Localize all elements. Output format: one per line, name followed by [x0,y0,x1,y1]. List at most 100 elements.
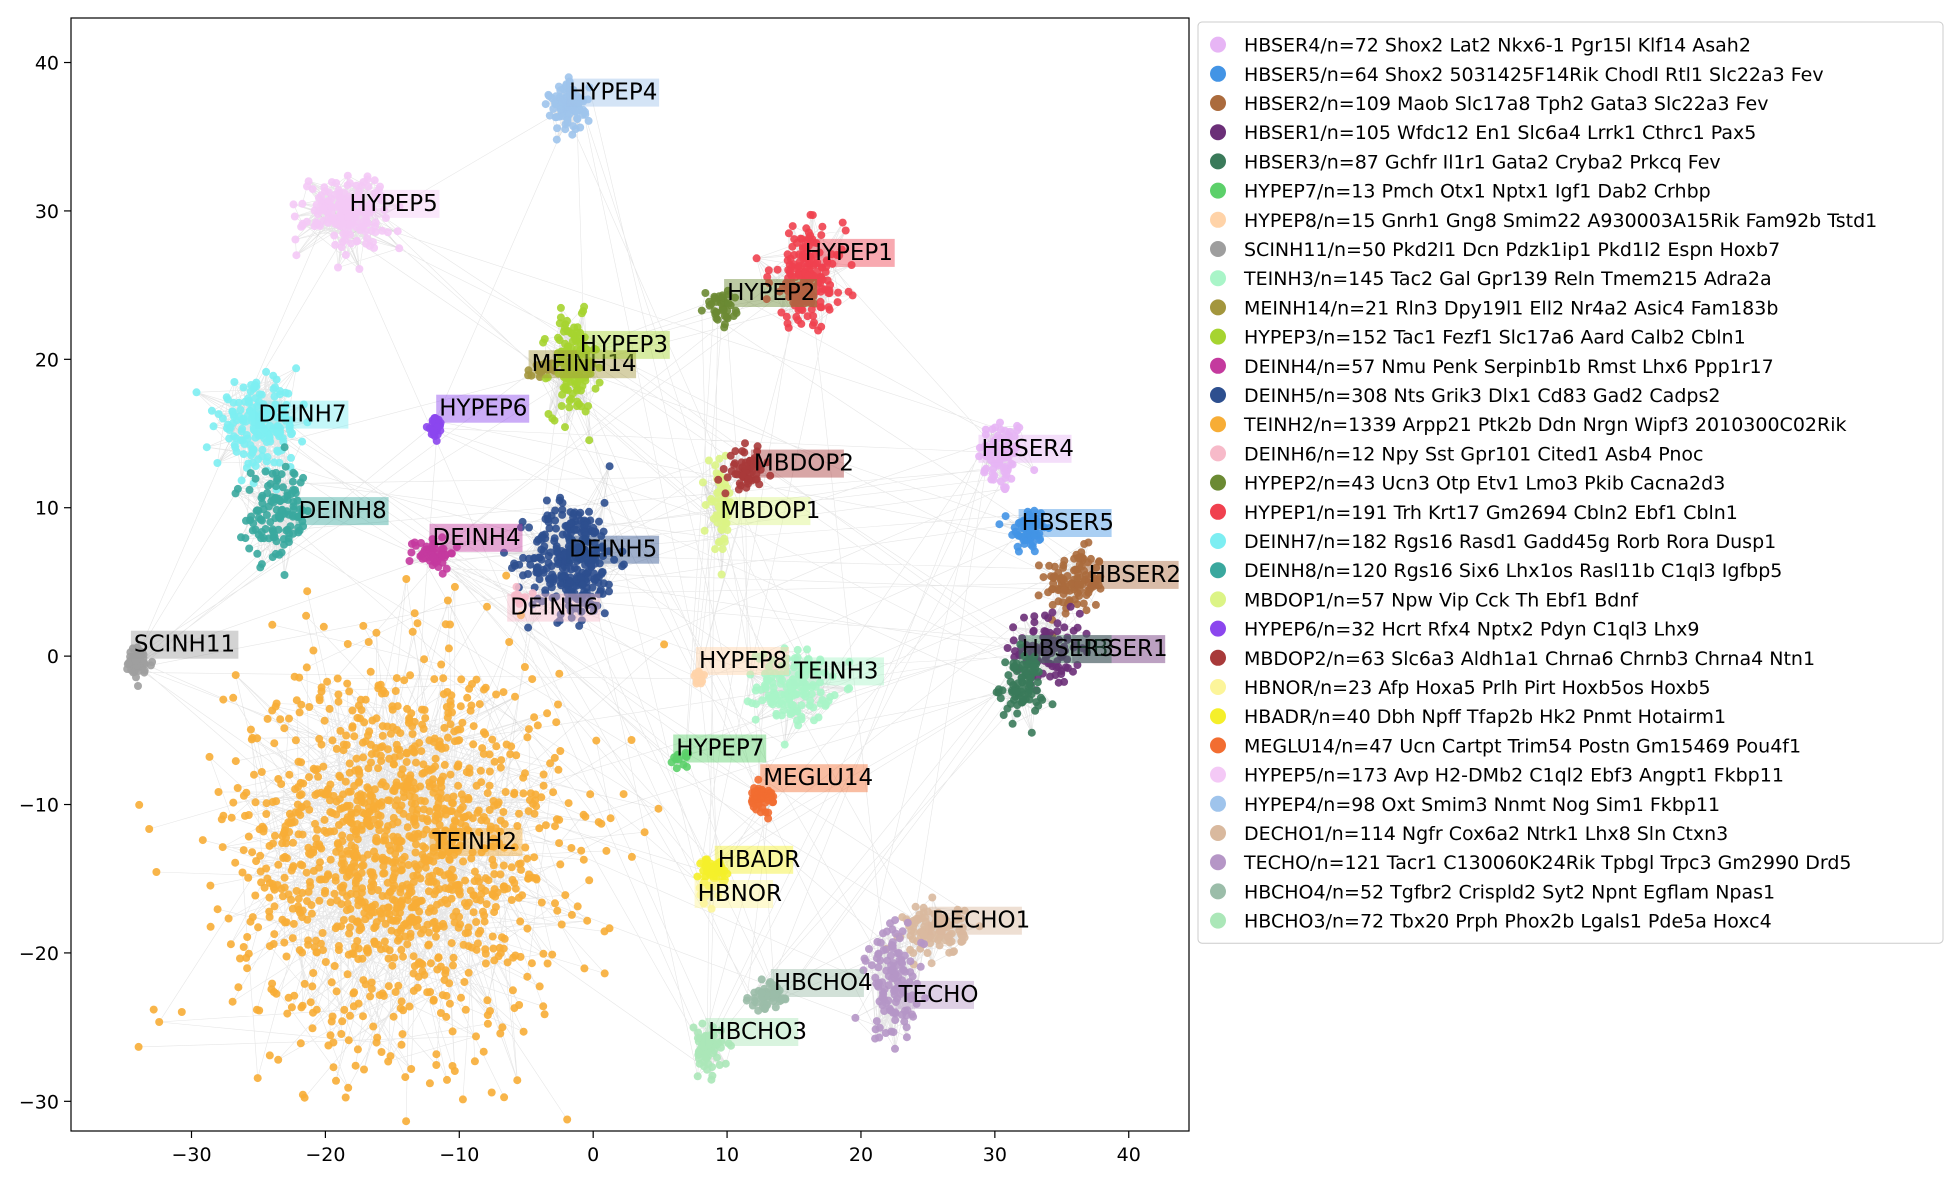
x-tick-label: 0 [587,1144,599,1166]
point-TEINH2 [367,758,375,767]
point-TEINH2 [523,733,532,742]
point-HBSER4 [975,452,984,461]
point-HYPEP3 [557,402,566,410]
point-HYPEP5 [289,200,298,209]
point-DEINH4 [438,533,447,542]
cluster-label-HYPEP2: HYPEP2 [727,280,815,306]
legend-marker [1210,124,1226,141]
point-TEINH2 [513,1076,522,1085]
point-TECHO [888,925,897,934]
point-TEINH2 [302,611,311,620]
point-TEINH2 [481,874,490,883]
series-DEINH5 [500,462,628,632]
point-DEINH8 [247,512,256,521]
point-TEINH2 [535,982,544,991]
point-HYPEP3 [554,369,563,378]
point-TEINH2 [480,917,489,926]
point-HBSER2 [1070,595,1079,604]
point-HBSER1 [1003,644,1012,652]
point-HBSER1 [1010,653,1019,662]
point-HYPEP3 [568,329,577,338]
series-TEINH2 [134,571,669,1126]
point-TEINH2 [499,688,508,697]
legend-label: HBCHO3/n=72 Tbx20 Prph Phox2b Lgals1 Pde… [1244,911,1772,933]
point-TEINH2 [399,952,407,961]
point-HYPEP3 [573,397,582,406]
point-HYPEP5 [332,179,341,187]
point-TEINH2 [496,870,505,879]
point-TEINH2 [352,754,361,763]
point-TEINH2 [490,908,499,917]
legend-marker [1210,241,1226,257]
point-TEINH2 [295,791,304,800]
point-DECHO1 [921,913,930,922]
point-DEINH5 [583,537,592,546]
point-TECHO [861,956,870,965]
point-TEINH2 [405,1002,414,1011]
point-TEINH2 [400,852,409,861]
point-TEINH2 [456,805,465,814]
point-HYPEP5 [312,218,321,227]
point-TEINH2 [291,736,300,745]
point-TEINH2 [481,959,490,968]
point-TEINH2 [403,823,412,832]
point-HBSER4 [999,464,1008,473]
point-TEINH2 [315,896,324,905]
point-DEINH7 [209,422,218,431]
point-TEINH2 [363,904,372,913]
point-MBDOP1 [698,478,707,487]
point-DEINH5 [524,554,533,563]
point-TEINH2 [371,922,380,931]
point-HYPEP1 [804,228,813,237]
point-HBSER2 [1072,550,1081,559]
point-TEINH2 [219,811,228,820]
legend-item: DEINH4/n=57 Nmu Penk Serpinb1b Rmst Lhx6… [1210,356,1774,378]
legend-label: DEINH5/n=308 Nts Grik3 Dlx1 Cd83 Gad2 Ca… [1244,385,1720,407]
point-TEINH2 [627,852,636,861]
point-DEINH5 [574,552,583,561]
point-HYPEP5 [356,226,365,234]
point-TEINH2 [252,857,261,866]
point-TEINH2 [378,778,387,787]
point-TEINH2 [405,884,413,893]
point-HBSER1 [1059,644,1068,653]
point-TEINH2 [431,932,440,941]
point-HYPEP4 [581,110,590,119]
legend-label: SCINH11/n=50 Pkd2l1 Dcn Pdzk1ip1 Pkd1l2 … [1244,239,1780,261]
point-HBSER4 [981,425,990,434]
point-DEINH8 [280,443,289,452]
point-DEINH5 [568,535,576,544]
point-TEINH2 [392,904,401,913]
point-HBSER3 [1006,677,1015,686]
point-TEINH2 [340,1005,349,1014]
x-tick-label: −30 [171,1144,211,1166]
cluster-label-SCINH11: SCINH11 [134,632,235,658]
point-TEINH3 [788,701,797,709]
point-TEINH2 [539,770,548,779]
point-TEINH2 [458,1095,467,1104]
legend-item: DEINH5/n=308 Nts Grik3 Dlx1 Cd83 Gad2 Ca… [1210,385,1720,407]
point-HYPEP3 [552,360,560,369]
point-HYPEP5 [330,231,339,240]
point-DEINH7 [244,459,253,468]
legend-marker [1210,95,1226,111]
legend-marker [1210,270,1226,287]
point-TEINH2 [551,899,559,908]
point-DEINH8 [288,477,297,486]
point-TEINH2 [548,950,557,959]
legend-marker [1210,912,1226,929]
point-TEINH2 [487,1088,496,1097]
point-HYPEP3 [550,416,559,425]
point-TEINH2 [346,923,354,932]
legend-marker [1210,357,1226,374]
point-TEINH2 [511,692,519,701]
point-TEINH2 [479,1047,488,1056]
legend-marker [1210,825,1226,841]
point-HBSER3 [1016,640,1025,649]
point-TEINH2 [323,677,332,686]
point-TEINH2 [405,915,414,924]
point-TEINH2 [298,913,307,922]
point-HYPEP5 [298,199,307,208]
point-TEINH2 [483,602,491,611]
